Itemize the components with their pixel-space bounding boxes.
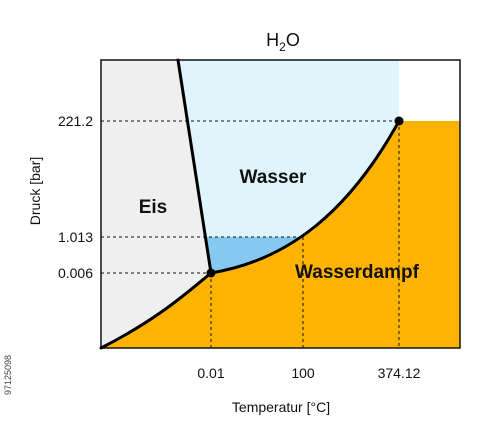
chart-title: H2O xyxy=(266,30,300,54)
critical-point-marker xyxy=(394,116,404,126)
sublimation-curve xyxy=(99,271,213,350)
stock-id-watermark: 97125098 xyxy=(3,355,13,395)
region-label-eis: Eis xyxy=(139,197,168,218)
region-overlap xyxy=(205,237,303,273)
plot-frame xyxy=(100,59,461,349)
phase-boundaries xyxy=(99,58,401,350)
triple-point-marker xyxy=(206,268,216,278)
y-axis-label: Druck [bar] xyxy=(27,157,43,225)
x-axis-label: Temperatur [°C] xyxy=(232,399,330,415)
region-label-wasserdampf: Wasserdampf xyxy=(295,262,420,283)
x-tick-label: 100 xyxy=(291,365,315,381)
y-tick-label: 0.006 xyxy=(58,265,93,281)
x-tick-label: 374.12 xyxy=(378,365,421,381)
region-wasser xyxy=(178,60,399,273)
y-tick-label: 221.2 xyxy=(58,113,93,129)
vaporization-curve xyxy=(209,119,401,275)
reference-lines xyxy=(101,120,400,348)
melting-curve xyxy=(176,58,213,275)
x-tick-label: 0.01 xyxy=(197,365,224,381)
y-tick-label: 1.013 xyxy=(58,229,93,245)
region-label-wasser: Wasser xyxy=(240,167,307,188)
region-eis xyxy=(101,60,211,348)
